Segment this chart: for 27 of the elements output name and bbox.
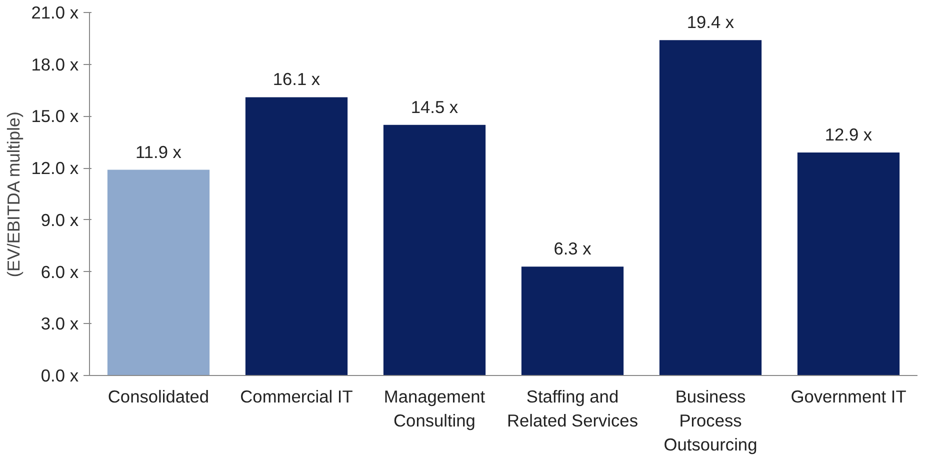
y-tick-label: 21.0 x (31, 2, 79, 22)
data-label: 16.1 x (272, 69, 320, 90)
data-label: 6.3 x (554, 238, 592, 259)
data-label: 14.5 x (410, 96, 458, 117)
y-tick-label: 0.0 x (40, 366, 79, 386)
y-axis-title: (EV/EBITDA multiple) (3, 112, 24, 278)
bar (245, 97, 348, 376)
data-label: 19.4 x (686, 12, 734, 32)
bar (659, 40, 762, 376)
x-tick-label: Staffing and Related Services (507, 386, 638, 430)
bar (521, 266, 624, 376)
y-tick-label: 12.0 x (31, 158, 79, 178)
y-tick-label: 9.0 x (40, 210, 79, 230)
x-tick-label: Commercial IT (240, 386, 354, 406)
data-label: 11.9 x (136, 142, 182, 162)
x-tick-label: Consolidated (108, 386, 210, 406)
bar (107, 170, 210, 376)
data-label: 12.9 x (824, 124, 872, 145)
x-tick-label: Management Consulting (384, 386, 486, 430)
x-tick-label: Business Process Outsourcing (664, 386, 758, 454)
y-tick-label: 15.0 x (31, 106, 79, 126)
y-tick-label: 6.0 x (40, 262, 79, 282)
y-tick-label: 18.0 x (31, 54, 79, 74)
x-tick-label: Government IT (790, 386, 907, 406)
y-tick-label: 3.0 x (40, 314, 79, 334)
bar (797, 152, 900, 376)
bar (383, 124, 486, 376)
